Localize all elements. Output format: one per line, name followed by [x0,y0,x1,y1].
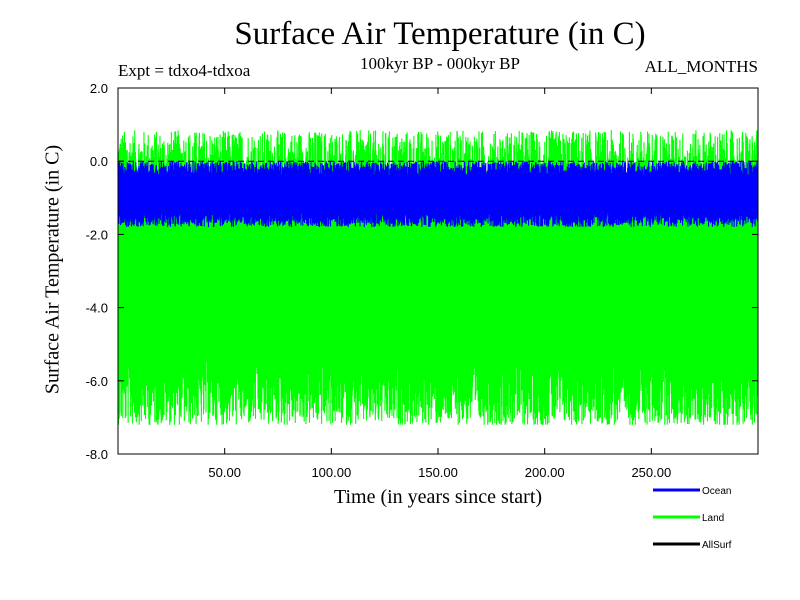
y-tick-label: 0.0 [90,154,108,169]
experiment-label: Expt = tdxo4-tdxoa [118,61,251,80]
y-tick-label: 2.0 [90,81,108,96]
plot-series-group [117,130,759,425]
x-tick-label: 250.00 [631,465,671,480]
y-tick-label: -8.0 [86,447,108,462]
x-axis-label: Time (in years since start) [333,486,543,508]
season-label: ALL_MONTHS [644,57,758,76]
series-ocean [117,161,759,228]
legend-label-ocean: Ocean [702,486,731,497]
x-tick-label: 50.00 [208,465,241,480]
y-tick-label: -4.0 [86,301,108,316]
chart-title: Surface Air Temperature (in C) [234,16,646,52]
x-tick-label: 100.00 [311,465,351,480]
axis-ticks-group: 50.00 100.00 150.00 200.00 250.00 -8.0 -6.0 -4.… [86,81,758,480]
y-tick-label: -2.0 [86,227,108,242]
y-tick-label: -6.0 [86,374,108,389]
chart-subtitle: 100kyr BP - 000kyr BP [360,54,520,73]
legend-label-land: Land [702,513,724,524]
legend: Ocean Land AllSurf [653,486,732,551]
legend-label-allsurf: AllSurf [702,540,732,551]
x-tick-label: 200.00 [525,465,565,480]
x-tick-label: 150.00 [418,465,458,480]
